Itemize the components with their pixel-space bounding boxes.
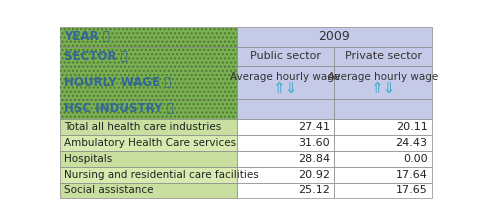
Bar	[335, 99, 432, 119]
Bar	[60, 135, 237, 151]
Text: Social assistance: Social assistance	[64, 186, 153, 196]
Bar	[60, 151, 237, 167]
Text: SECTOR ⓘ: SECTOR ⓘ	[64, 50, 127, 63]
Bar	[335, 151, 432, 167]
Bar	[237, 99, 335, 119]
Bar	[60, 66, 237, 99]
Bar	[237, 119, 335, 135]
Bar	[237, 135, 335, 151]
Bar	[60, 99, 237, 119]
Bar	[237, 66, 335, 99]
Bar	[237, 182, 335, 198]
Bar	[60, 66, 237, 99]
Text: 0.00: 0.00	[403, 154, 428, 163]
Bar	[237, 27, 432, 47]
Bar	[60, 119, 237, 135]
Bar	[335, 167, 432, 182]
Text: Public sector: Public sector	[250, 51, 321, 61]
Bar	[335, 182, 432, 198]
Text: 2009: 2009	[318, 30, 350, 43]
Bar	[335, 66, 432, 99]
Text: 20.92: 20.92	[298, 169, 330, 180]
Bar	[60, 27, 237, 47]
Text: Hospitals: Hospitals	[64, 154, 112, 163]
Text: 17.65: 17.65	[396, 186, 428, 196]
Bar	[237, 151, 335, 167]
Text: 31.60: 31.60	[298, 138, 330, 148]
Bar	[335, 135, 432, 151]
Text: Nursing and residential care facilities: Nursing and residential care facilities	[64, 169, 258, 180]
Text: HSC INDUSTRY ⓘ: HSC INDUSTRY ⓘ	[64, 102, 173, 115]
Text: HOURLY WAGE ⓘ: HOURLY WAGE ⓘ	[64, 76, 171, 89]
Text: 28.84: 28.84	[298, 154, 330, 163]
Bar	[60, 182, 237, 198]
Bar	[60, 167, 237, 182]
Bar	[60, 27, 237, 47]
Bar	[335, 119, 432, 135]
Text: 25.12: 25.12	[298, 186, 330, 196]
Text: 20.11: 20.11	[396, 122, 428, 132]
Bar	[237, 167, 335, 182]
Text: 24.43: 24.43	[396, 138, 428, 148]
Bar	[60, 99, 237, 119]
Text: Ambulatory Health Care services: Ambulatory Health Care services	[64, 138, 236, 148]
Text: Total all health care industries: Total all health care industries	[64, 122, 221, 132]
Text: 17.64: 17.64	[396, 169, 428, 180]
Bar	[60, 47, 237, 66]
Text: ⇑⇓: ⇑⇓	[273, 82, 298, 97]
Text: Private sector: Private sector	[345, 51, 421, 61]
Bar	[60, 47, 237, 66]
Text: Average hourly wage: Average hourly wage	[230, 72, 341, 82]
Text: YEAR ⓘ: YEAR ⓘ	[64, 30, 109, 43]
Text: ⇑⇓: ⇑⇓	[371, 82, 396, 97]
Text: Average hourly wage: Average hourly wage	[328, 72, 438, 82]
Bar	[237, 47, 335, 66]
Bar	[335, 47, 432, 66]
Text: 27.41: 27.41	[298, 122, 330, 132]
